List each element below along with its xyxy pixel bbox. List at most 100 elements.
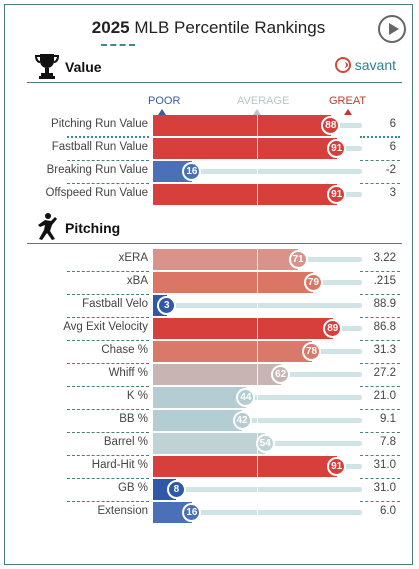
metric-row[interactable]: 44 K % 21.0: [5, 387, 412, 410]
percentile-badge: 91: [327, 457, 347, 476]
title-year: 2025: [91, 18, 130, 37]
metric-value: 9.1: [380, 413, 396, 425]
metric-label: Chase %: [101, 344, 148, 356]
row-divider: [67, 501, 149, 502]
percentile-bar: [153, 138, 337, 159]
row-divider: [67, 455, 149, 456]
percentile-bar: [153, 364, 281, 385]
average-line: [257, 138, 258, 159]
row-divider: [67, 386, 149, 387]
metric-value: 21.0: [373, 390, 396, 402]
metric-value: 31.0: [373, 482, 396, 494]
metric-label: Fastball Run Value: [51, 141, 148, 153]
metric-row[interactable]: 8 GB % 31.0: [5, 479, 412, 502]
metric-value: 3: [389, 187, 396, 199]
value-divider: [360, 340, 400, 341]
percentile-badge: 42: [232, 411, 252, 430]
metric-row[interactable]: 54 Barrel % 7.8: [5, 433, 412, 456]
metric-label: Offspeed Run Value: [45, 187, 148, 199]
metric-row[interactable]: 78 Chase % 31.3: [5, 341, 412, 364]
scale-average-marker: [253, 109, 261, 115]
row-divider: [67, 271, 149, 272]
value-divider: [360, 183, 400, 184]
percentile-badge: 3: [157, 296, 177, 315]
average-line: [257, 115, 258, 136]
percentile-bar: [153, 115, 331, 136]
metric-value: 3.22: [373, 252, 396, 264]
percentile-badge: 88: [321, 116, 341, 135]
metric-row[interactable]: 71 xERA 3.22: [5, 249, 412, 272]
percentile-badge: 62: [271, 365, 291, 384]
metric-label: xERA: [118, 252, 148, 264]
metric-row[interactable]: 91 Hard-Hit % 31.0: [5, 456, 412, 479]
metric-value: 7.8: [380, 436, 396, 448]
metric-label: BB %: [119, 413, 148, 425]
metric-value: 27.2: [373, 367, 396, 379]
title-underline: [101, 44, 135, 46]
average-line: [257, 387, 258, 408]
metric-row[interactable]: 62 Whiff % 27.2: [5, 364, 412, 387]
percentile-badge: 16: [182, 503, 202, 522]
metric-row[interactable]: 88 Pitching Run Value 6: [5, 115, 412, 138]
percentile-bar: [153, 502, 192, 523]
metric-label: Pitching Run Value: [51, 118, 148, 130]
metric-value: 31.0: [373, 459, 396, 471]
value-divider: [360, 294, 400, 295]
value-divider: [360, 409, 400, 410]
metric-label: GB %: [117, 482, 148, 494]
metric-row[interactable]: 89 Avg Exit Velocity 86.8: [5, 318, 412, 341]
value-section-header: Value savant: [5, 51, 412, 83]
metric-value: 88.9: [373, 298, 396, 310]
metric-value: 6: [389, 118, 396, 130]
pitching-section-header: Pitching: [5, 212, 412, 244]
section-rule: [27, 243, 402, 244]
metric-row[interactable]: 42 BB % 9.1: [5, 410, 412, 433]
percentile-bar: [153, 184, 337, 205]
card-header: 2025 MLB Percentile Rankings: [5, 5, 412, 53]
play-button[interactable]: [378, 15, 406, 43]
metric-value: 6.0: [380, 505, 396, 517]
percentile-badge: 54: [255, 434, 275, 453]
row-divider: [67, 317, 149, 318]
metric-row[interactable]: 91 Fastball Run Value 6: [5, 138, 412, 161]
average-line: [257, 456, 258, 477]
metric-value: 31.3: [373, 344, 396, 356]
value-divider: [360, 317, 400, 318]
percentile-bar: [153, 161, 192, 182]
metric-label: Extension: [97, 505, 148, 517]
average-line: [257, 161, 258, 182]
metric-value: .215: [373, 275, 396, 287]
value-section-title: Value: [65, 59, 102, 75]
average-line: [257, 272, 258, 293]
percentile-badge: 78: [302, 342, 322, 361]
average-line: [257, 502, 258, 523]
percentile-scale: POOR AVERAGE GREAT: [5, 95, 412, 117]
value-divider: [360, 363, 400, 364]
metric-row[interactable]: 16 Breaking Run Value -2: [5, 161, 412, 184]
average-line: [257, 249, 258, 270]
page-title: 2025 MLB Percentile Rankings: [5, 18, 412, 38]
percentile-card: 2025 MLB Percentile Rankings Value savan…: [4, 4, 413, 565]
value-divider: [360, 432, 400, 433]
percentile-bar: [153, 249, 299, 270]
scale-great: GREAT: [329, 95, 367, 107]
metric-row[interactable]: 16 Extension 6.0: [5, 502, 412, 523]
metric-row[interactable]: 3 Fastball Velo 88.9: [5, 295, 412, 318]
metric-label: Hard-Hit %: [91, 459, 148, 471]
savant-logo-icon: [334, 57, 351, 73]
average-line: [257, 479, 258, 500]
title-text: MLB Percentile Rankings: [134, 18, 326, 37]
percentile-bar: [153, 456, 337, 477]
metric-row[interactable]: 91 Offspeed Run Value 3: [5, 184, 412, 205]
metric-value: -2: [385, 164, 396, 176]
row-divider: [67, 432, 149, 433]
value-divider: [360, 160, 400, 161]
savant-label: savant: [354, 57, 396, 73]
average-line: [257, 184, 258, 205]
scale-average: AVERAGE: [237, 95, 290, 107]
metric-value: 6: [389, 141, 396, 153]
metric-label: xBA: [126, 275, 148, 287]
metric-row[interactable]: 79 xBA .215: [5, 272, 412, 295]
percentile-bar: [153, 272, 314, 293]
savant-link[interactable]: savant: [334, 57, 396, 73]
